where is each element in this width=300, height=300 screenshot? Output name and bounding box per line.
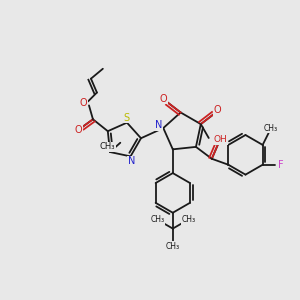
Text: O: O (160, 94, 168, 103)
Text: CH₃: CH₃ (181, 215, 195, 224)
Text: F: F (278, 160, 283, 170)
Text: N: N (128, 156, 135, 166)
Text: OH: OH (214, 136, 227, 145)
Text: CH₃: CH₃ (166, 242, 180, 251)
Text: N: N (155, 120, 162, 130)
Text: O: O (79, 98, 87, 108)
Text: O: O (214, 105, 221, 115)
Text: CH₃: CH₃ (263, 124, 278, 133)
Text: CH₃: CH₃ (150, 215, 164, 224)
Text: S: S (123, 113, 129, 123)
Text: O: O (74, 125, 82, 135)
Text: CH₃: CH₃ (100, 142, 116, 151)
